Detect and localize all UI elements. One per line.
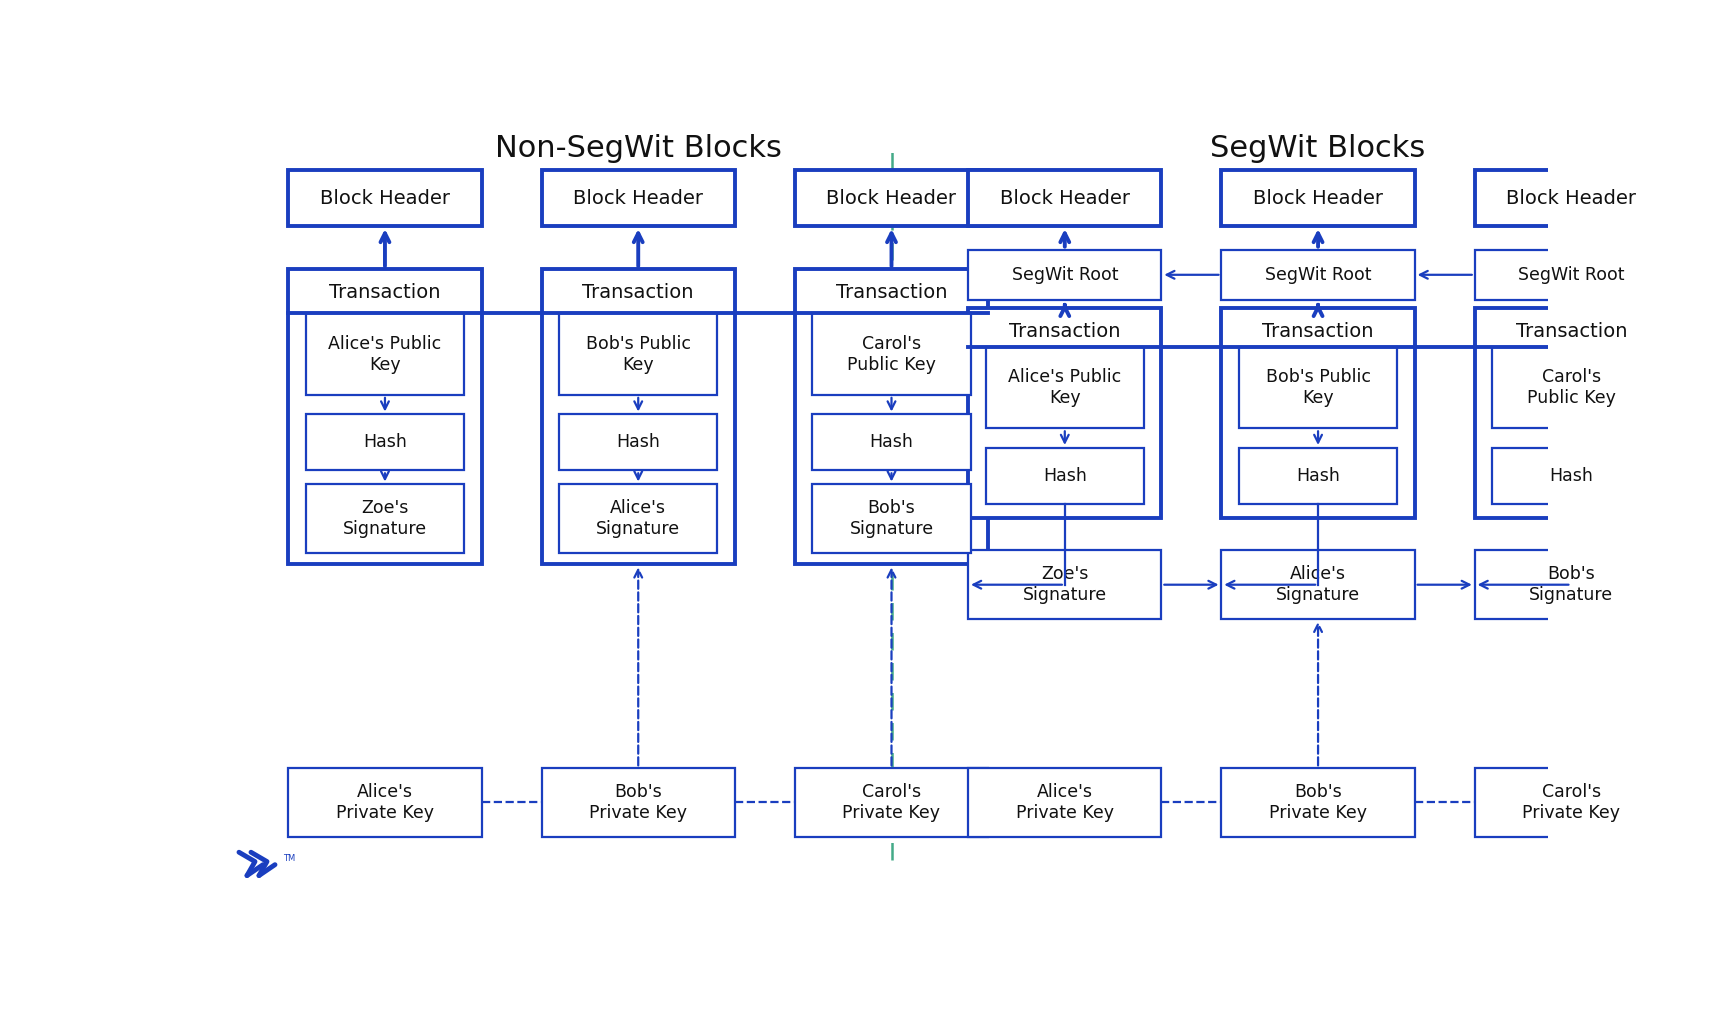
Text: Block Header: Block Header (320, 189, 451, 208)
Text: Transaction: Transaction (1262, 321, 1374, 340)
Text: Carol's
Public Key: Carol's Public Key (1527, 369, 1615, 407)
FancyBboxPatch shape (968, 550, 1161, 619)
FancyBboxPatch shape (1221, 249, 1414, 300)
FancyBboxPatch shape (559, 485, 717, 552)
FancyBboxPatch shape (968, 249, 1161, 300)
Text: SegWit Blocks: SegWit Blocks (1211, 134, 1426, 163)
Text: Block Header: Block Header (1507, 189, 1636, 208)
Text: Hash: Hash (363, 433, 408, 451)
Text: SegWit Root: SegWit Root (1264, 266, 1371, 284)
Text: Bob's
Signature: Bob's Signature (850, 499, 934, 538)
Text: Alice's
Private Key: Alice's Private Key (335, 783, 433, 822)
FancyBboxPatch shape (1221, 171, 1414, 226)
Text: SegWit Root: SegWit Root (1519, 266, 1625, 284)
FancyBboxPatch shape (812, 485, 970, 552)
FancyBboxPatch shape (289, 769, 482, 836)
Text: Hash: Hash (1550, 467, 1593, 485)
Text: Block Header: Block Header (827, 189, 956, 208)
FancyBboxPatch shape (1221, 769, 1414, 836)
Text: Alice's
Signature: Alice's Signature (1276, 566, 1361, 604)
Text: Block Header: Block Header (999, 189, 1130, 208)
FancyBboxPatch shape (542, 269, 734, 565)
FancyBboxPatch shape (559, 313, 717, 395)
FancyBboxPatch shape (795, 171, 987, 226)
Text: Hash: Hash (1042, 467, 1087, 485)
FancyBboxPatch shape (306, 313, 464, 395)
Text: Block Header: Block Header (573, 189, 703, 208)
FancyBboxPatch shape (1474, 550, 1668, 619)
Text: Carol's
Public Key: Carol's Public Key (846, 334, 936, 374)
Text: Carol's
Private Key: Carol's Private Key (1522, 783, 1620, 822)
FancyBboxPatch shape (559, 414, 717, 471)
FancyBboxPatch shape (1221, 550, 1414, 619)
Text: Transaction: Transaction (329, 283, 440, 302)
Text: Alice's
Private Key: Alice's Private Key (1017, 783, 1115, 822)
Text: Alice's
Signature: Alice's Signature (597, 499, 681, 538)
FancyBboxPatch shape (812, 313, 970, 395)
Text: Carol's
Private Key: Carol's Private Key (843, 783, 941, 822)
Text: Bob's
Private Key: Bob's Private Key (1269, 783, 1367, 822)
Text: Hash: Hash (1297, 467, 1340, 485)
FancyBboxPatch shape (1474, 249, 1668, 300)
Text: Zoe's
Signature: Zoe's Signature (342, 499, 427, 538)
Text: Transaction: Transaction (583, 283, 693, 302)
Text: Bob's Public
Key: Bob's Public Key (587, 334, 691, 374)
FancyBboxPatch shape (289, 171, 482, 226)
Text: Bob's Public
Key: Bob's Public Key (1266, 369, 1371, 407)
FancyBboxPatch shape (1491, 346, 1651, 428)
Text: Bob's
Private Key: Bob's Private Key (590, 783, 688, 822)
Text: SegWit Root: SegWit Root (1011, 266, 1118, 284)
FancyBboxPatch shape (986, 346, 1144, 428)
Text: Zoe's
Signature: Zoe's Signature (1023, 566, 1108, 604)
Text: Transaction: Transaction (836, 283, 948, 302)
FancyBboxPatch shape (306, 414, 464, 471)
Text: Bob's
Signature: Bob's Signature (1529, 566, 1613, 604)
FancyBboxPatch shape (1474, 308, 1668, 518)
FancyBboxPatch shape (1474, 769, 1668, 836)
Text: Alice's Public
Key: Alice's Public Key (329, 334, 442, 374)
FancyBboxPatch shape (795, 769, 987, 836)
FancyBboxPatch shape (1221, 308, 1414, 518)
FancyBboxPatch shape (1238, 447, 1397, 504)
Text: Hash: Hash (870, 433, 913, 451)
FancyBboxPatch shape (968, 769, 1161, 836)
FancyBboxPatch shape (289, 269, 482, 565)
FancyBboxPatch shape (1238, 346, 1397, 428)
FancyBboxPatch shape (1491, 447, 1651, 504)
FancyBboxPatch shape (306, 485, 464, 552)
Text: Alice's Public
Key: Alice's Public Key (1008, 369, 1121, 407)
FancyBboxPatch shape (542, 769, 734, 836)
FancyBboxPatch shape (795, 269, 987, 565)
FancyBboxPatch shape (542, 171, 734, 226)
Text: Transaction: Transaction (1010, 321, 1120, 340)
Text: TM: TM (284, 853, 296, 863)
Text: Hash: Hash (616, 433, 660, 451)
FancyBboxPatch shape (812, 414, 970, 471)
FancyBboxPatch shape (968, 171, 1161, 226)
FancyBboxPatch shape (1474, 171, 1668, 226)
Text: Transaction: Transaction (1515, 321, 1627, 340)
FancyBboxPatch shape (968, 308, 1161, 518)
FancyBboxPatch shape (986, 447, 1144, 504)
Text: Block Header: Block Header (1254, 189, 1383, 208)
Text: Non-SegWit Blocks: Non-SegWit Blocks (495, 134, 781, 163)
